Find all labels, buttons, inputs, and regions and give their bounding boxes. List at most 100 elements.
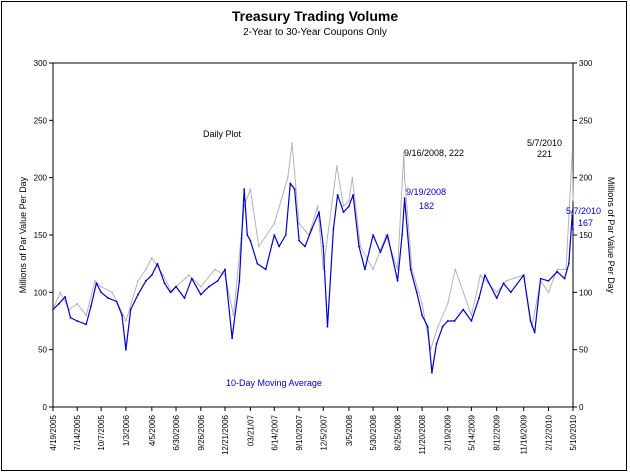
data-point [208, 285, 210, 288]
x-tick-label: 8/25/2008 [394, 414, 403, 450]
y-axis-left: 0 50 100 150 200 250 300 [34, 59, 53, 412]
x-tick-label: 4/19/2005 [49, 414, 58, 450]
data-point [169, 291, 172, 294]
data-point [125, 348, 127, 351]
data-point [137, 293, 139, 296]
data-point [52, 308, 54, 311]
y-tick-label: 100 [579, 288, 593, 297]
x-tick-label: 2/12/2010 [545, 414, 554, 450]
y-tick-label: 250 [579, 116, 593, 125]
data-point [137, 280, 139, 282]
x-tick-label: 1/3/2006 [122, 414, 131, 446]
y-tick-label: 300 [579, 59, 593, 68]
data-point [190, 277, 193, 280]
data-point [69, 316, 72, 319]
data-point [402, 151, 405, 154]
data-point [162, 274, 165, 276]
data-point [386, 234, 389, 236]
data-point [150, 274, 153, 276]
data-point [291, 142, 293, 145]
data-point [563, 277, 566, 280]
data-point [293, 188, 296, 191]
data-point [216, 280, 219, 282]
data-point [111, 291, 113, 294]
data-point [100, 285, 102, 288]
data-point [286, 176, 289, 179]
data-point [322, 268, 325, 271]
data-point [125, 320, 127, 322]
data-point [484, 274, 486, 276]
data-point [342, 205, 345, 208]
x-tick-label: 10/7/2005 [97, 414, 106, 450]
data-point [479, 274, 482, 276]
data-point [249, 188, 252, 191]
x-tick-label: 4/5/2006 [148, 414, 157, 446]
y-tick-label: 150 [34, 231, 48, 240]
data-point [372, 234, 374, 236]
data-point [115, 300, 118, 303]
data-point [571, 214, 574, 217]
data-point [435, 343, 438, 345]
x-tick-label: 5/14/2009 [467, 414, 476, 450]
data-point [359, 245, 362, 248]
data-point [257, 245, 260, 248]
data-point [231, 337, 234, 340]
data-point [246, 234, 249, 236]
data-point [199, 285, 202, 288]
x-tick-label: 5/30/2008 [369, 414, 378, 450]
x-tick-label: 7/14/2005 [73, 414, 82, 450]
data-point [415, 291, 418, 294]
data-point [273, 234, 276, 236]
data-point [249, 239, 252, 242]
data-point [403, 197, 406, 200]
y-tick-label: 250 [34, 116, 48, 125]
data-point [310, 228, 313, 231]
data-point [76, 320, 79, 322]
data-point [571, 152, 574, 155]
x-tick-label: 12/21/2006 [221, 414, 230, 455]
y-tick-label: 150 [579, 231, 593, 240]
data-point [150, 257, 153, 259]
annotation-max-daily-2010-date: 5/7/2010 [527, 138, 562, 148]
data-point [298, 222, 300, 225]
y-tick-label: 300 [34, 59, 48, 68]
data-point [431, 371, 433, 374]
data-point [556, 270, 559, 273]
data-point [264, 268, 267, 271]
data-point [403, 176, 406, 179]
x-tick-label: 12/5/2007 [319, 414, 328, 450]
plot-area [52, 62, 574, 408]
data-point [470, 314, 473, 317]
x-tick-label: 9/26/2006 [197, 414, 206, 450]
data-point [183, 297, 186, 299]
data-point [145, 268, 147, 271]
data-point [470, 320, 473, 322]
y-tick-label: 50 [38, 346, 47, 355]
data-point [505, 280, 508, 282]
y-tick-label: 200 [34, 174, 48, 183]
data-point [100, 291, 102, 294]
data-point [332, 228, 335, 231]
data-point [188, 274, 190, 276]
data-point [529, 320, 532, 322]
data-point [85, 323, 88, 326]
data-point [336, 194, 339, 196]
data-point [364, 268, 366, 271]
data-point [59, 291, 62, 294]
data-point [379, 251, 382, 254]
data-point [342, 211, 345, 214]
y-tick-label: 200 [579, 174, 593, 183]
data-point [409, 268, 412, 271]
data-point [358, 245, 360, 248]
data-point [502, 282, 505, 285]
data-point [495, 297, 498, 299]
chart-title: Treasury Trading Volume [231, 8, 399, 24]
data-point [298, 239, 300, 242]
data-point [335, 165, 338, 168]
data-point [129, 308, 132, 311]
data-point [421, 314, 423, 317]
annotation-daily-plot: Daily Plot [203, 129, 242, 139]
data-point [396, 280, 399, 282]
data-point [156, 262, 159, 265]
data-point [76, 302, 79, 305]
